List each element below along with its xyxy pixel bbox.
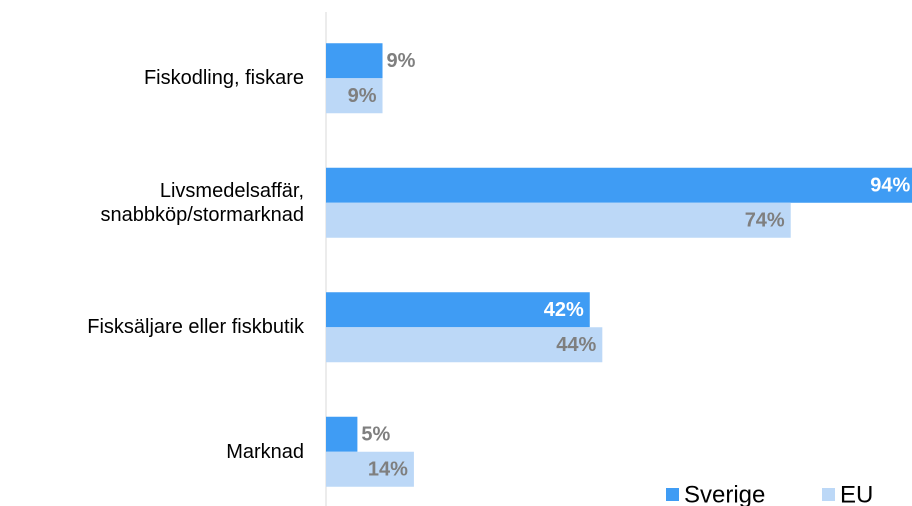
legend-swatch (666, 488, 679, 501)
value-label: 94% (870, 175, 910, 197)
bar (326, 78, 383, 114)
value-label: 9% (348, 85, 377, 107)
legend-label: Sverige (684, 481, 765, 506)
category-label: Livsmedelsaffär, snabbköp/stormarknad (100, 179, 304, 226)
bar (326, 292, 590, 328)
value-label: 9% (387, 50, 416, 72)
value-label: 42% (544, 299, 584, 321)
category-label: Fiskodling, fiskare (143, 67, 304, 90)
bar (326, 327, 603, 363)
value-label: 44% (556, 334, 596, 356)
bar (326, 416, 358, 452)
category-label: Fisksäljare eller fiskbutik (87, 316, 304, 339)
legend-label: EU (840, 481, 873, 506)
value-label: 5% (361, 424, 390, 446)
category-label: Marknad (226, 440, 304, 463)
value-label: 74% (745, 210, 785, 232)
legend-swatch (822, 488, 835, 501)
bar (326, 167, 912, 203)
bar (326, 43, 383, 79)
bar (326, 451, 414, 487)
bar (326, 202, 791, 238)
value-label: 14% (368, 459, 408, 481)
